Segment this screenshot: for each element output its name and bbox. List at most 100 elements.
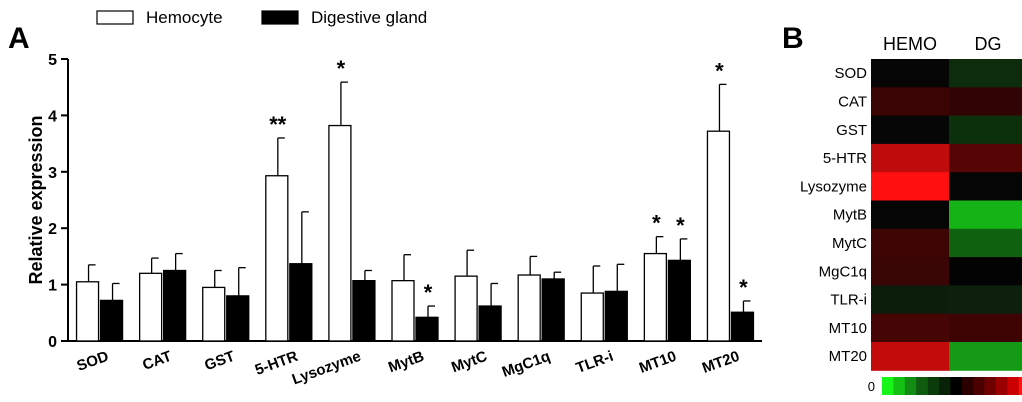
- bar-hemocyte-tlr-i: [580, 265, 604, 342]
- bar: [352, 280, 376, 342]
- bar-hemocyte-mytb: [391, 254, 415, 342]
- legend-swatch-digestive-gland: [261, 10, 299, 25]
- heatmap-cell: [871, 115, 950, 145]
- bar-digestive-gland-sod: [99, 282, 124, 342]
- heatmap-cell: [871, 313, 950, 343]
- bar: [643, 252, 668, 342]
- bar-digestive-gland-mgc1q: [541, 271, 565, 342]
- bar: [730, 311, 755, 342]
- bars: ***** ***: [75, 56, 755, 342]
- x-tick-label: Lysozyme: [290, 348, 363, 389]
- y-tick-label: 3: [48, 165, 57, 182]
- bar: [138, 272, 163, 342]
- heatmap-row-label: CAT: [838, 93, 867, 110]
- heatmap-cell: [949, 342, 1022, 371]
- bar-hemocyte-mt10: *: [643, 211, 668, 342]
- panel-label-b: B: [782, 22, 804, 55]
- bar-hemocyte-mgc1q: [517, 255, 541, 342]
- bar-digestive-gland-5-htr: [289, 211, 313, 342]
- bar-digestive-gland-mytb: *: [415, 280, 439, 342]
- heatmap-cell: [871, 285, 950, 315]
- bar-hemocyte-gst: [202, 269, 226, 342]
- heatmap-cell: [871, 257, 950, 286]
- heatmap-row-label: MytC: [832, 235, 867, 252]
- bar: [289, 263, 313, 342]
- bar-digestive-gland-cat: [162, 252, 187, 342]
- heatmap-column-label: HEMO: [883, 34, 937, 54]
- heatmap-cell: [871, 59, 950, 88]
- heatmap-cell: [949, 172, 1022, 201]
- y-axis-label: Relative expression: [26, 115, 46, 284]
- y-tick-label: 0: [48, 334, 57, 351]
- bar: [541, 278, 565, 342]
- x-tick-label: SOD: [75, 348, 112, 375]
- heatmap-cell: [949, 313, 1022, 343]
- x-tick-label: MT20: [700, 348, 742, 377]
- bar: [517, 274, 541, 342]
- heatmap-cell: [871, 143, 950, 173]
- bar-digestive-gland-tlr-i: [604, 263, 628, 342]
- legend-swatch-hemocyte: [96, 10, 134, 25]
- panel-label-a: A: [8, 22, 30, 55]
- color-scale-min-label: 0: [868, 379, 875, 394]
- heatmap-cell: [949, 115, 1022, 145]
- bar-hemocyte-mytc: [454, 249, 478, 342]
- legend-label-digestive-gland: Digestive gland: [311, 8, 427, 27]
- heatmap-cell: [949, 228, 1022, 258]
- color-scale-swatch: [927, 377, 940, 395]
- color-scale-swatch: [973, 377, 985, 395]
- bar-digestive-gland-mt10: *: [667, 213, 692, 342]
- heatmap-cell: [949, 59, 1022, 88]
- bar: [162, 269, 187, 342]
- x-tick-label: MT10: [637, 348, 679, 377]
- heatmap-cell: [949, 143, 1022, 173]
- bar: [415, 316, 439, 342]
- heatmap-cell: [871, 200, 950, 230]
- bar: [75, 281, 100, 342]
- y-tick-label: 4: [48, 108, 57, 125]
- heatmap: HEMO DG SOD CAT GST 5-HTR Lysozyme MytB MytC MgC1…: [800, 34, 1022, 371]
- bar-hemocyte-lysozyme: *: [328, 56, 352, 342]
- legend-label-hemocyte: Hemocyte: [146, 8, 223, 27]
- y-tick-label: 1: [48, 278, 57, 295]
- x-tick-label: MgC1q: [500, 348, 553, 381]
- bar-hemocyte-cat: [138, 257, 163, 342]
- bar-digestive-gland-gst: [226, 267, 250, 342]
- bar-digestive-gland-mt20: *: [730, 275, 755, 342]
- heatmap-row-label: GST: [836, 122, 867, 139]
- y-tick-label: 5: [48, 52, 57, 69]
- heatmap-row-label: 5-HTR: [823, 150, 867, 167]
- bar: [580, 292, 604, 342]
- color-scale-swatch: [984, 377, 997, 395]
- heatmap-cell: [871, 87, 950, 117]
- color-scale: 0: [868, 377, 1022, 395]
- significance-mark: *: [715, 58, 724, 83]
- heatmap-cell: [871, 228, 950, 258]
- color-scale-swatch: [893, 377, 906, 395]
- heatmap-cell: [871, 342, 950, 371]
- bar: [202, 286, 226, 342]
- bar-hemocyte-mt20: *: [706, 58, 731, 342]
- heatmap-cell: [949, 257, 1022, 286]
- heatmap-cell: [949, 87, 1022, 117]
- legend: Hemocyte Digestive gland: [96, 8, 427, 27]
- bar-chart-panel: A Hemocyte Digestive gland Relative expr…: [8, 8, 762, 388]
- color-scale-swatch: [939, 377, 951, 395]
- color-scale-swatch: [1007, 377, 1020, 395]
- heatmap-row-label: MytB: [833, 207, 867, 224]
- significance-mark: *: [739, 275, 748, 300]
- color-scale-swatch: [1018, 377, 1022, 395]
- bar: [604, 290, 628, 342]
- significance-mark: *: [424, 280, 433, 305]
- heatmap-row-label: TLR-i: [830, 292, 867, 309]
- color-scale-swatch: [916, 377, 928, 395]
- significance-mark: **: [269, 112, 287, 137]
- bar-hemocyte-sod: [75, 264, 100, 342]
- heatmap-cell: [871, 172, 950, 201]
- x-tick-label: TLR-i: [574, 348, 616, 377]
- bar: [706, 130, 731, 342]
- heatmap-row-label: MT20: [829, 348, 867, 365]
- heatmap-column-label: DG: [975, 34, 1002, 54]
- x-tick-label: GST: [202, 348, 237, 375]
